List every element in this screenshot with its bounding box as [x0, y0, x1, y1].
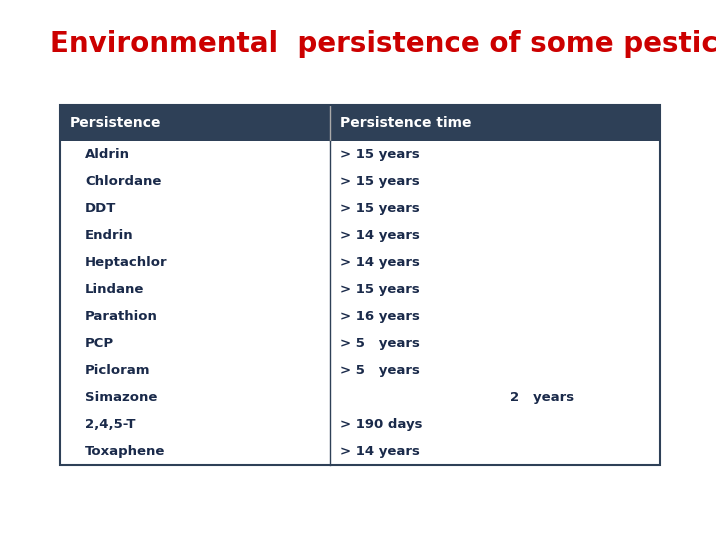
Text: PCP: PCP	[85, 337, 114, 350]
Text: 2,4,5-T: 2,4,5-T	[85, 418, 135, 431]
Text: > 16 years: > 16 years	[340, 310, 420, 323]
Text: DDT: DDT	[85, 202, 117, 215]
Text: > 14 years: > 14 years	[340, 229, 420, 242]
Text: Parathion: Parathion	[85, 310, 158, 323]
FancyBboxPatch shape	[60, 105, 660, 141]
Text: Lindane: Lindane	[85, 283, 145, 296]
Text: Simazone: Simazone	[85, 391, 158, 404]
Text: > 15 years: > 15 years	[340, 283, 420, 296]
Text: Chlordane: Chlordane	[85, 175, 161, 188]
Text: > 15 years: > 15 years	[340, 175, 420, 188]
Text: Persistence: Persistence	[70, 116, 161, 130]
Text: Heptachlor: Heptachlor	[85, 256, 168, 269]
Text: > 14 years: > 14 years	[340, 256, 420, 269]
Text: > 5   years: > 5 years	[340, 337, 420, 350]
Text: Toxaphene: Toxaphene	[85, 445, 166, 458]
Text: Endrin: Endrin	[85, 229, 134, 242]
Text: Persistence time: Persistence time	[340, 116, 472, 130]
Text: > 15 years: > 15 years	[340, 202, 420, 215]
Text: 2   years: 2 years	[510, 391, 574, 404]
Text: > 15 years: > 15 years	[340, 148, 420, 161]
Text: > 190 days: > 190 days	[340, 418, 423, 431]
Text: > 5   years: > 5 years	[340, 364, 420, 377]
Text: Environmental  persistence of some pesticides: Environmental persistence of some pestic…	[50, 30, 720, 58]
Text: Aldrin: Aldrin	[85, 148, 130, 161]
Text: > 14 years: > 14 years	[340, 445, 420, 458]
Text: Picloram: Picloram	[85, 364, 150, 377]
